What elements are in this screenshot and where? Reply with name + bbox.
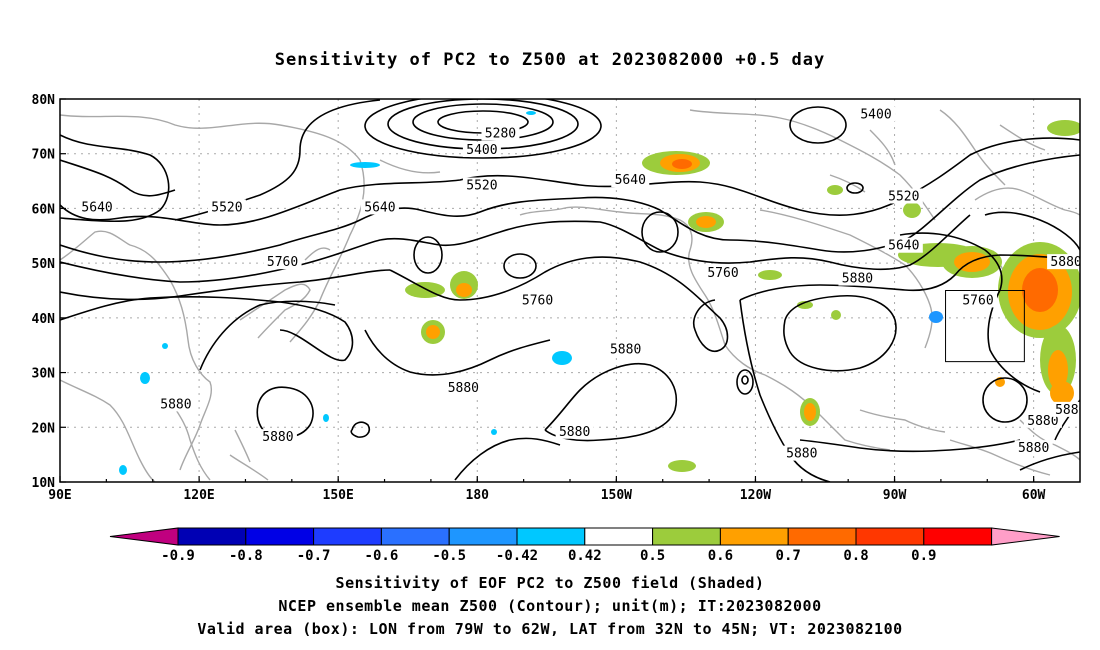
colorbar-label: 0.6 bbox=[708, 548, 733, 564]
axis-ticks bbox=[59, 98, 1035, 483]
contour-label: 5880 bbox=[842, 272, 873, 287]
lon-label: 90W bbox=[883, 488, 907, 503]
colorbar-label: -0.8 bbox=[229, 548, 263, 564]
colorbar-swatch bbox=[652, 527, 721, 546]
lat-label: 80N bbox=[32, 93, 56, 108]
colorbar-swatch bbox=[584, 527, 654, 546]
colorbar-swatch bbox=[245, 527, 315, 546]
colorbar-swatch bbox=[313, 527, 382, 546]
colorbar-swatch bbox=[177, 527, 247, 546]
contour-label: 5880 bbox=[1018, 441, 1049, 456]
colorbar-label: -0.5 bbox=[432, 548, 466, 564]
colorbar-label: -0.6 bbox=[365, 548, 399, 564]
colorbar-label: 0.5 bbox=[640, 548, 665, 564]
colorbar-label: 0.42 bbox=[568, 548, 602, 564]
lon-label: 120W bbox=[740, 488, 771, 503]
contour-label: 5400 bbox=[466, 143, 497, 158]
lat-label: 10N bbox=[32, 476, 56, 491]
colorbar-label: -0.7 bbox=[297, 548, 331, 564]
contour-label: 5400 bbox=[860, 107, 891, 122]
colorbar-swatch bbox=[719, 527, 789, 546]
contour-label: 5880 bbox=[1027, 414, 1058, 429]
lat-label: 70N bbox=[32, 148, 56, 163]
colorbar-swatch bbox=[787, 527, 857, 546]
contour-label: 5880 bbox=[610, 343, 641, 358]
contour-label: 5880 bbox=[262, 430, 293, 445]
contour-label: 5760 bbox=[707, 266, 738, 281]
colorbar-label: -0.42 bbox=[496, 548, 538, 564]
colorbar-swatch bbox=[380, 527, 450, 546]
colorbar-swatch bbox=[448, 527, 518, 546]
lat-label: 60N bbox=[32, 202, 56, 217]
lon-label: 90E bbox=[48, 488, 71, 503]
lon-label: 60W bbox=[1022, 488, 1046, 503]
caption-contour: NCEP ensemble mean Z500 (Contour); unit(… bbox=[278, 597, 822, 615]
lon-label: 120E bbox=[183, 488, 214, 503]
valid-area-box bbox=[945, 290, 1025, 363]
lat-label: 20N bbox=[32, 421, 56, 436]
contour-label: 5760 bbox=[522, 293, 553, 308]
caption-valid-area: Valid area (box): LON from 79W to 62W, L… bbox=[197, 620, 903, 638]
contour-label: 5640 bbox=[888, 239, 919, 254]
contour-label: 5640 bbox=[615, 173, 646, 188]
lon-label: 150W bbox=[601, 488, 632, 503]
lon-label: 150E bbox=[323, 488, 354, 503]
map-title: Sensitivity of PC2 to Z500 at 2023082000… bbox=[274, 50, 826, 70]
colorbar-label: 0.9 bbox=[911, 548, 936, 564]
contour-label: 5520 bbox=[211, 200, 242, 215]
contour-label: 5880 bbox=[559, 425, 590, 440]
contour-label: 5520 bbox=[888, 189, 919, 204]
colorbar-label: -0.9 bbox=[161, 548, 195, 564]
longitude-labels: 90E 120E 150E 180 150W 120W 90W 60W bbox=[48, 488, 1045, 503]
contour-label: 5880 bbox=[1055, 403, 1086, 418]
contour-label: 5880 bbox=[160, 397, 191, 412]
lon-label: 180 bbox=[466, 488, 490, 503]
colorbar-swatch bbox=[516, 527, 586, 546]
contour-label: 5760 bbox=[267, 255, 298, 270]
colorbar-label: 0.7 bbox=[776, 548, 801, 564]
latitude-labels: 80N 70N 60N 50N 40N 30N 20N 10N bbox=[32, 93, 56, 491]
contour-label: 5280 bbox=[485, 127, 516, 142]
caption-shaded: Sensitivity of EOF PC2 to Z500 field (Sh… bbox=[335, 574, 765, 592]
contour-label: 5640 bbox=[364, 200, 395, 215]
contour-label: 5880 bbox=[448, 381, 479, 396]
lat-label: 30N bbox=[32, 367, 56, 382]
lat-label: 40N bbox=[32, 312, 56, 327]
contour-label: 5880 bbox=[786, 447, 817, 462]
contour-label: 5520 bbox=[466, 179, 497, 194]
colorbar-swatch bbox=[855, 527, 925, 546]
colorbar-label: 0.8 bbox=[843, 548, 868, 564]
contour-label: 5760 bbox=[962, 293, 993, 308]
contour-label: 5640 bbox=[81, 200, 112, 215]
colorbar-swatch bbox=[923, 527, 993, 546]
lat-label: 50N bbox=[32, 257, 56, 272]
contour-label: 5880 bbox=[1050, 255, 1081, 270]
